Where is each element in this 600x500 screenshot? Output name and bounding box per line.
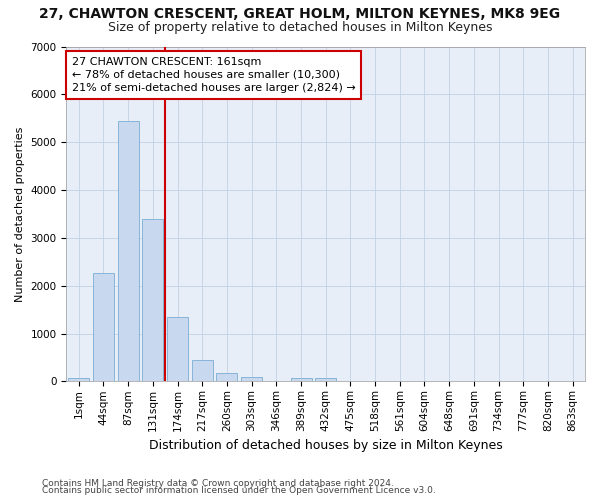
Bar [241, 376, 262, 382]
Text: Contains public sector information licensed under the Open Government Licence v3: Contains public sector information licen… [42, 486, 436, 495]
Text: 27, CHAWTON CRESCENT, GREAT HOLM, MILTON KEYNES, MK8 9EG: 27, CHAWTON CRESCENT, GREAT HOLM, MILTON… [40, 8, 560, 22]
Bar [315, 378, 336, 382]
Bar [142, 218, 163, 382]
Bar [118, 120, 139, 382]
Text: Contains HM Land Registry data © Crown copyright and database right 2024.: Contains HM Land Registry data © Crown c… [42, 478, 394, 488]
Text: Size of property relative to detached houses in Milton Keynes: Size of property relative to detached ho… [108, 21, 492, 34]
Bar [167, 317, 188, 382]
Y-axis label: Number of detached properties: Number of detached properties [15, 126, 25, 302]
Bar [68, 378, 89, 382]
Bar [290, 378, 311, 382]
Bar [192, 360, 213, 382]
Text: 27 CHAWTON CRESCENT: 161sqm
← 78% of detached houses are smaller (10,300)
21% of: 27 CHAWTON CRESCENT: 161sqm ← 78% of det… [71, 56, 355, 93]
Bar [93, 273, 114, 382]
X-axis label: Distribution of detached houses by size in Milton Keynes: Distribution of detached houses by size … [149, 440, 503, 452]
Bar [217, 373, 238, 382]
